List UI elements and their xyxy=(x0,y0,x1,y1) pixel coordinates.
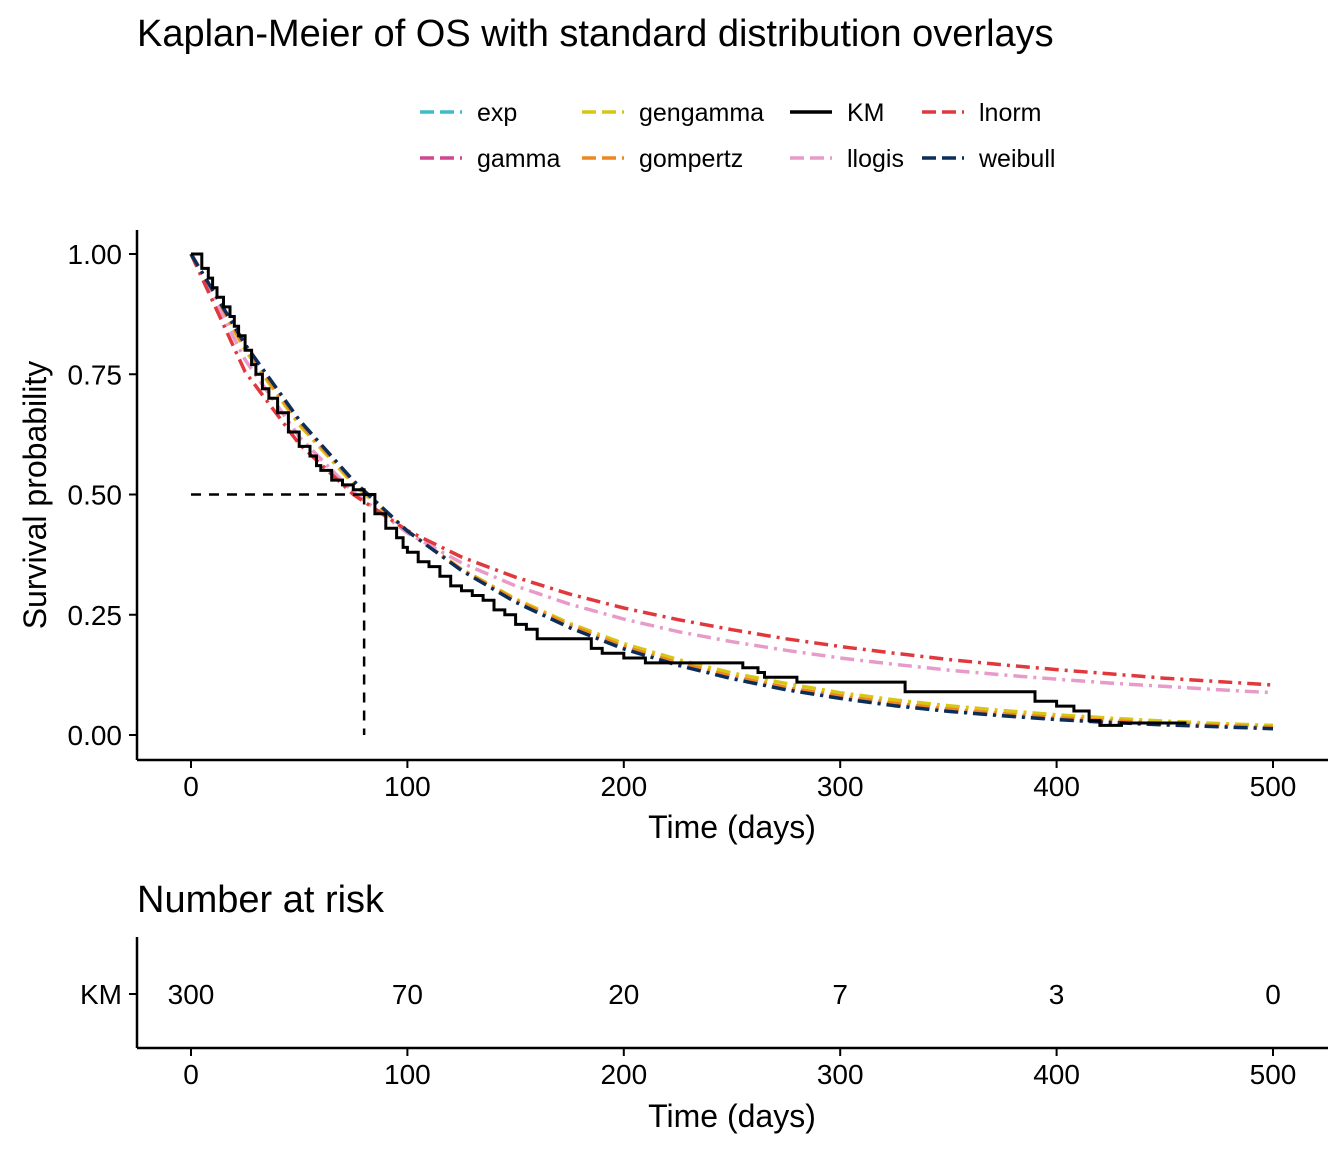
risk-x-tick-label: 300 xyxy=(817,1059,864,1090)
x-tick-label: 0 xyxy=(183,771,199,802)
legend-label-KM: KM xyxy=(847,99,885,127)
legend-label-lnorm: lnorm xyxy=(979,99,1042,127)
x-ticks: 0 100 200 300 400 500 xyxy=(183,760,1296,802)
risk-count: 0 xyxy=(1265,979,1281,1010)
risk-x-axis-label: Time (days) xyxy=(648,1098,816,1134)
risk-count: 70 xyxy=(392,979,423,1010)
x-tick-label: 300 xyxy=(817,771,864,802)
curve-lnorm xyxy=(189,253,1274,687)
risk-count: 300 xyxy=(168,979,215,1010)
risk-x-tick-label: 0 xyxy=(183,1059,199,1090)
y-tick-label: 0.00 xyxy=(68,720,123,751)
curve-gengamma xyxy=(189,253,1274,728)
risk-x-ticks: 0 100 200 300 400 500 xyxy=(183,1048,1296,1090)
legend-label-llogis: llogis xyxy=(847,145,904,173)
curve-weibull xyxy=(189,253,1274,731)
y-tick-label: 0.25 xyxy=(68,600,123,631)
y-tick-label: 0.75 xyxy=(68,359,123,390)
curve-KM xyxy=(191,252,1187,727)
main-plot: 0.00 0.25 0.50 0.75 1.00 0 100 200 300 400 500 Su… xyxy=(17,230,1328,845)
legend-label-gamma: gamma xyxy=(477,145,560,173)
x-tick-label: 500 xyxy=(1250,771,1297,802)
risk-x-tick-label: 400 xyxy=(1033,1059,1080,1090)
legend-label-gompertz: gompertz xyxy=(639,145,743,173)
y-tick-label: 1.00 xyxy=(68,239,123,270)
risk-count: 3 xyxy=(1049,979,1065,1010)
chart-title: Kaplan-Meier of OS with standard distrib… xyxy=(137,13,1054,55)
x-tick-label: 400 xyxy=(1033,771,1080,802)
risk-x-tick-label: 500 xyxy=(1250,1059,1297,1090)
risk-x-tick-label: 100 xyxy=(384,1059,431,1090)
legend-label-weibull: weibull xyxy=(978,145,1055,173)
risk-table-title: Number at risk xyxy=(137,879,385,921)
curve-llogis xyxy=(189,253,1274,695)
risk-count: 7 xyxy=(832,979,848,1010)
y-tick-label: 0.50 xyxy=(68,480,123,511)
legend-label-gengamma: gengamma xyxy=(639,99,764,127)
x-axis-label: Time (days) xyxy=(648,809,816,845)
legend: exp gamma gengamma gompertz KM llogis lnorm wei… xyxy=(420,99,1055,173)
risk-x-tick-label: 200 xyxy=(600,1059,647,1090)
risk-table: Number at risk KM 300 70 20 7 3 0 0 100 200 300 4… xyxy=(80,879,1328,1134)
curves xyxy=(189,252,1274,731)
x-tick-label: 200 xyxy=(600,771,647,802)
median-lines xyxy=(191,493,366,735)
y-axis-label: Survival probability xyxy=(17,361,53,630)
risk-row-label: KM xyxy=(80,979,122,1010)
risk-counts: 300 70 20 7 3 0 xyxy=(168,979,1281,1010)
x-tick-label: 100 xyxy=(384,771,431,802)
risk-count: 20 xyxy=(608,979,639,1010)
legend-label-exp: exp xyxy=(477,99,517,127)
y-ticks: 0.00 0.25 0.50 0.75 1.00 xyxy=(68,239,137,751)
